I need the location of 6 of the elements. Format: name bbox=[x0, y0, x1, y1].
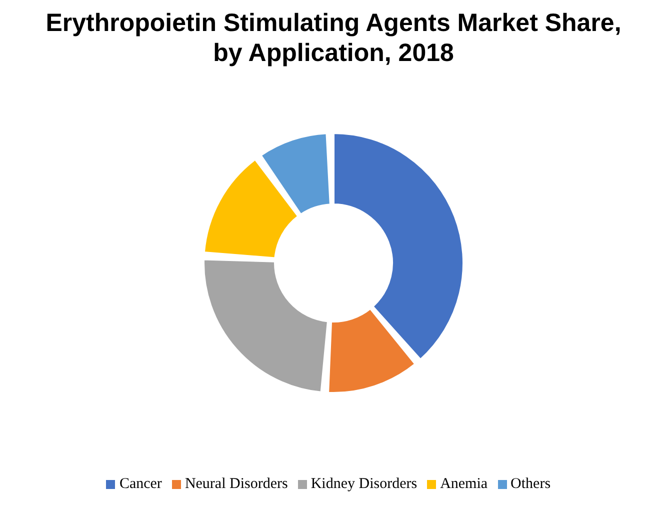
legend-label: Kidney Disorders bbox=[310, 476, 418, 492]
chart-title: Erythropoietin Stimulating Agents Market Share, by Application, 2018 bbox=[44, 8, 622, 68]
legend-label: Others bbox=[510, 476, 551, 492]
legend-label: Neural Disorders bbox=[184, 476, 288, 492]
legend-label: Anemia bbox=[440, 476, 488, 492]
legend-label: Cancer bbox=[119, 476, 162, 492]
